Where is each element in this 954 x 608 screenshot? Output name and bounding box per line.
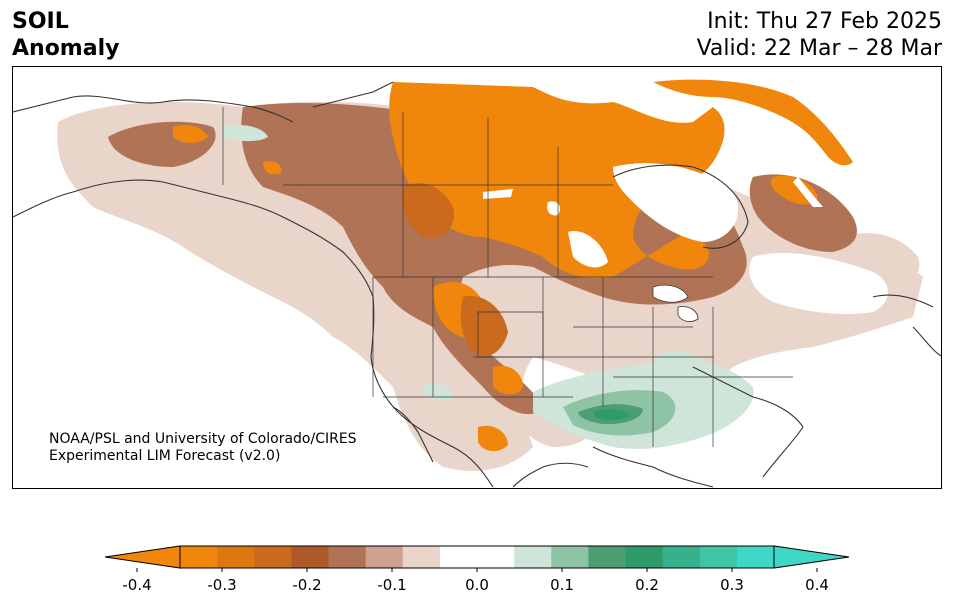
colorbar-segment bbox=[699, 546, 738, 568]
title-line-2: Anomaly bbox=[12, 36, 120, 61]
init-date: Init: Thu 27 Feb 2025 bbox=[707, 9, 942, 34]
colorbar-segment bbox=[625, 546, 664, 568]
colorbar-segment bbox=[328, 546, 367, 568]
colorbar-tick-label: 0.1 bbox=[550, 576, 574, 594]
map-panel bbox=[12, 66, 942, 489]
colorbar-tick-label: 0.4 bbox=[805, 576, 829, 594]
colorbar-segment bbox=[588, 546, 626, 568]
colorbar-segment bbox=[551, 546, 589, 568]
anomaly-layer-dry-core bbox=[401, 183, 508, 356]
colorbar-tick-label: 0.2 bbox=[635, 576, 659, 594]
colorbar-segment bbox=[254, 546, 292, 568]
credit-line-1: NOAA/PSL and University of Colorado/CIRE… bbox=[49, 431, 357, 447]
credit-line-2: Experimental LIM Forecast (v2.0) bbox=[49, 448, 281, 464]
colorbar-ticks: -0.4 -0.3 -0.2 -0.1 0.0 0.1 0.2 0.3 0.4 bbox=[122, 568, 829, 594]
colorbar-segment bbox=[439, 546, 478, 568]
credit-text: NOAA/PSL and University of Colorado/CIRE… bbox=[49, 431, 357, 465]
colorbar-segment bbox=[402, 546, 441, 568]
colorbar-segment bbox=[736, 546, 775, 568]
anomaly-layer-neutral-gaps bbox=[483, 163, 888, 314]
soil-anomaly-map bbox=[13, 67, 941, 488]
colorbar-segment bbox=[514, 546, 552, 568]
colorbar-tick-label: 0.0 bbox=[465, 576, 489, 594]
colorbar-tick-label: -0.1 bbox=[377, 576, 406, 594]
colorbar-over-arrow bbox=[773, 545, 850, 569]
title-line-1: SOIL bbox=[12, 9, 69, 34]
colorbar-segment bbox=[662, 546, 701, 568]
colorbar-segment bbox=[291, 546, 329, 568]
colorbar-tick-label: -0.3 bbox=[207, 576, 236, 594]
valid-date: Valid: 22 Mar – 28 Mar bbox=[696, 36, 942, 61]
colorbar-segment bbox=[365, 546, 404, 568]
colorbar: -0.4 -0.3 -0.2 -0.1 0.0 0.1 0.2 0.3 0.4 bbox=[104, 545, 850, 594]
colorbar-segment bbox=[180, 546, 218, 568]
colorbar-segment bbox=[217, 546, 255, 568]
coastlines bbox=[13, 81, 941, 488]
colorbar-tick-label: 0.3 bbox=[720, 576, 744, 594]
colorbar-tick-label: -0.2 bbox=[292, 576, 321, 594]
political-borders bbox=[222, 107, 793, 447]
map-title: SOIL Anomaly bbox=[12, 8, 119, 62]
colorbar-segments bbox=[180, 546, 775, 568]
forecast-dates: Init: Thu 27 Feb 2025 Valid: 22 Mar – 28… bbox=[697, 8, 942, 62]
great-lakes bbox=[652, 284, 699, 322]
colorbar-tick-label: -0.4 bbox=[122, 576, 151, 594]
anomaly-layer-wet bbox=[223, 125, 754, 449]
colorbar-under-arrow bbox=[104, 545, 181, 569]
colorbar-segment bbox=[477, 546, 515, 568]
